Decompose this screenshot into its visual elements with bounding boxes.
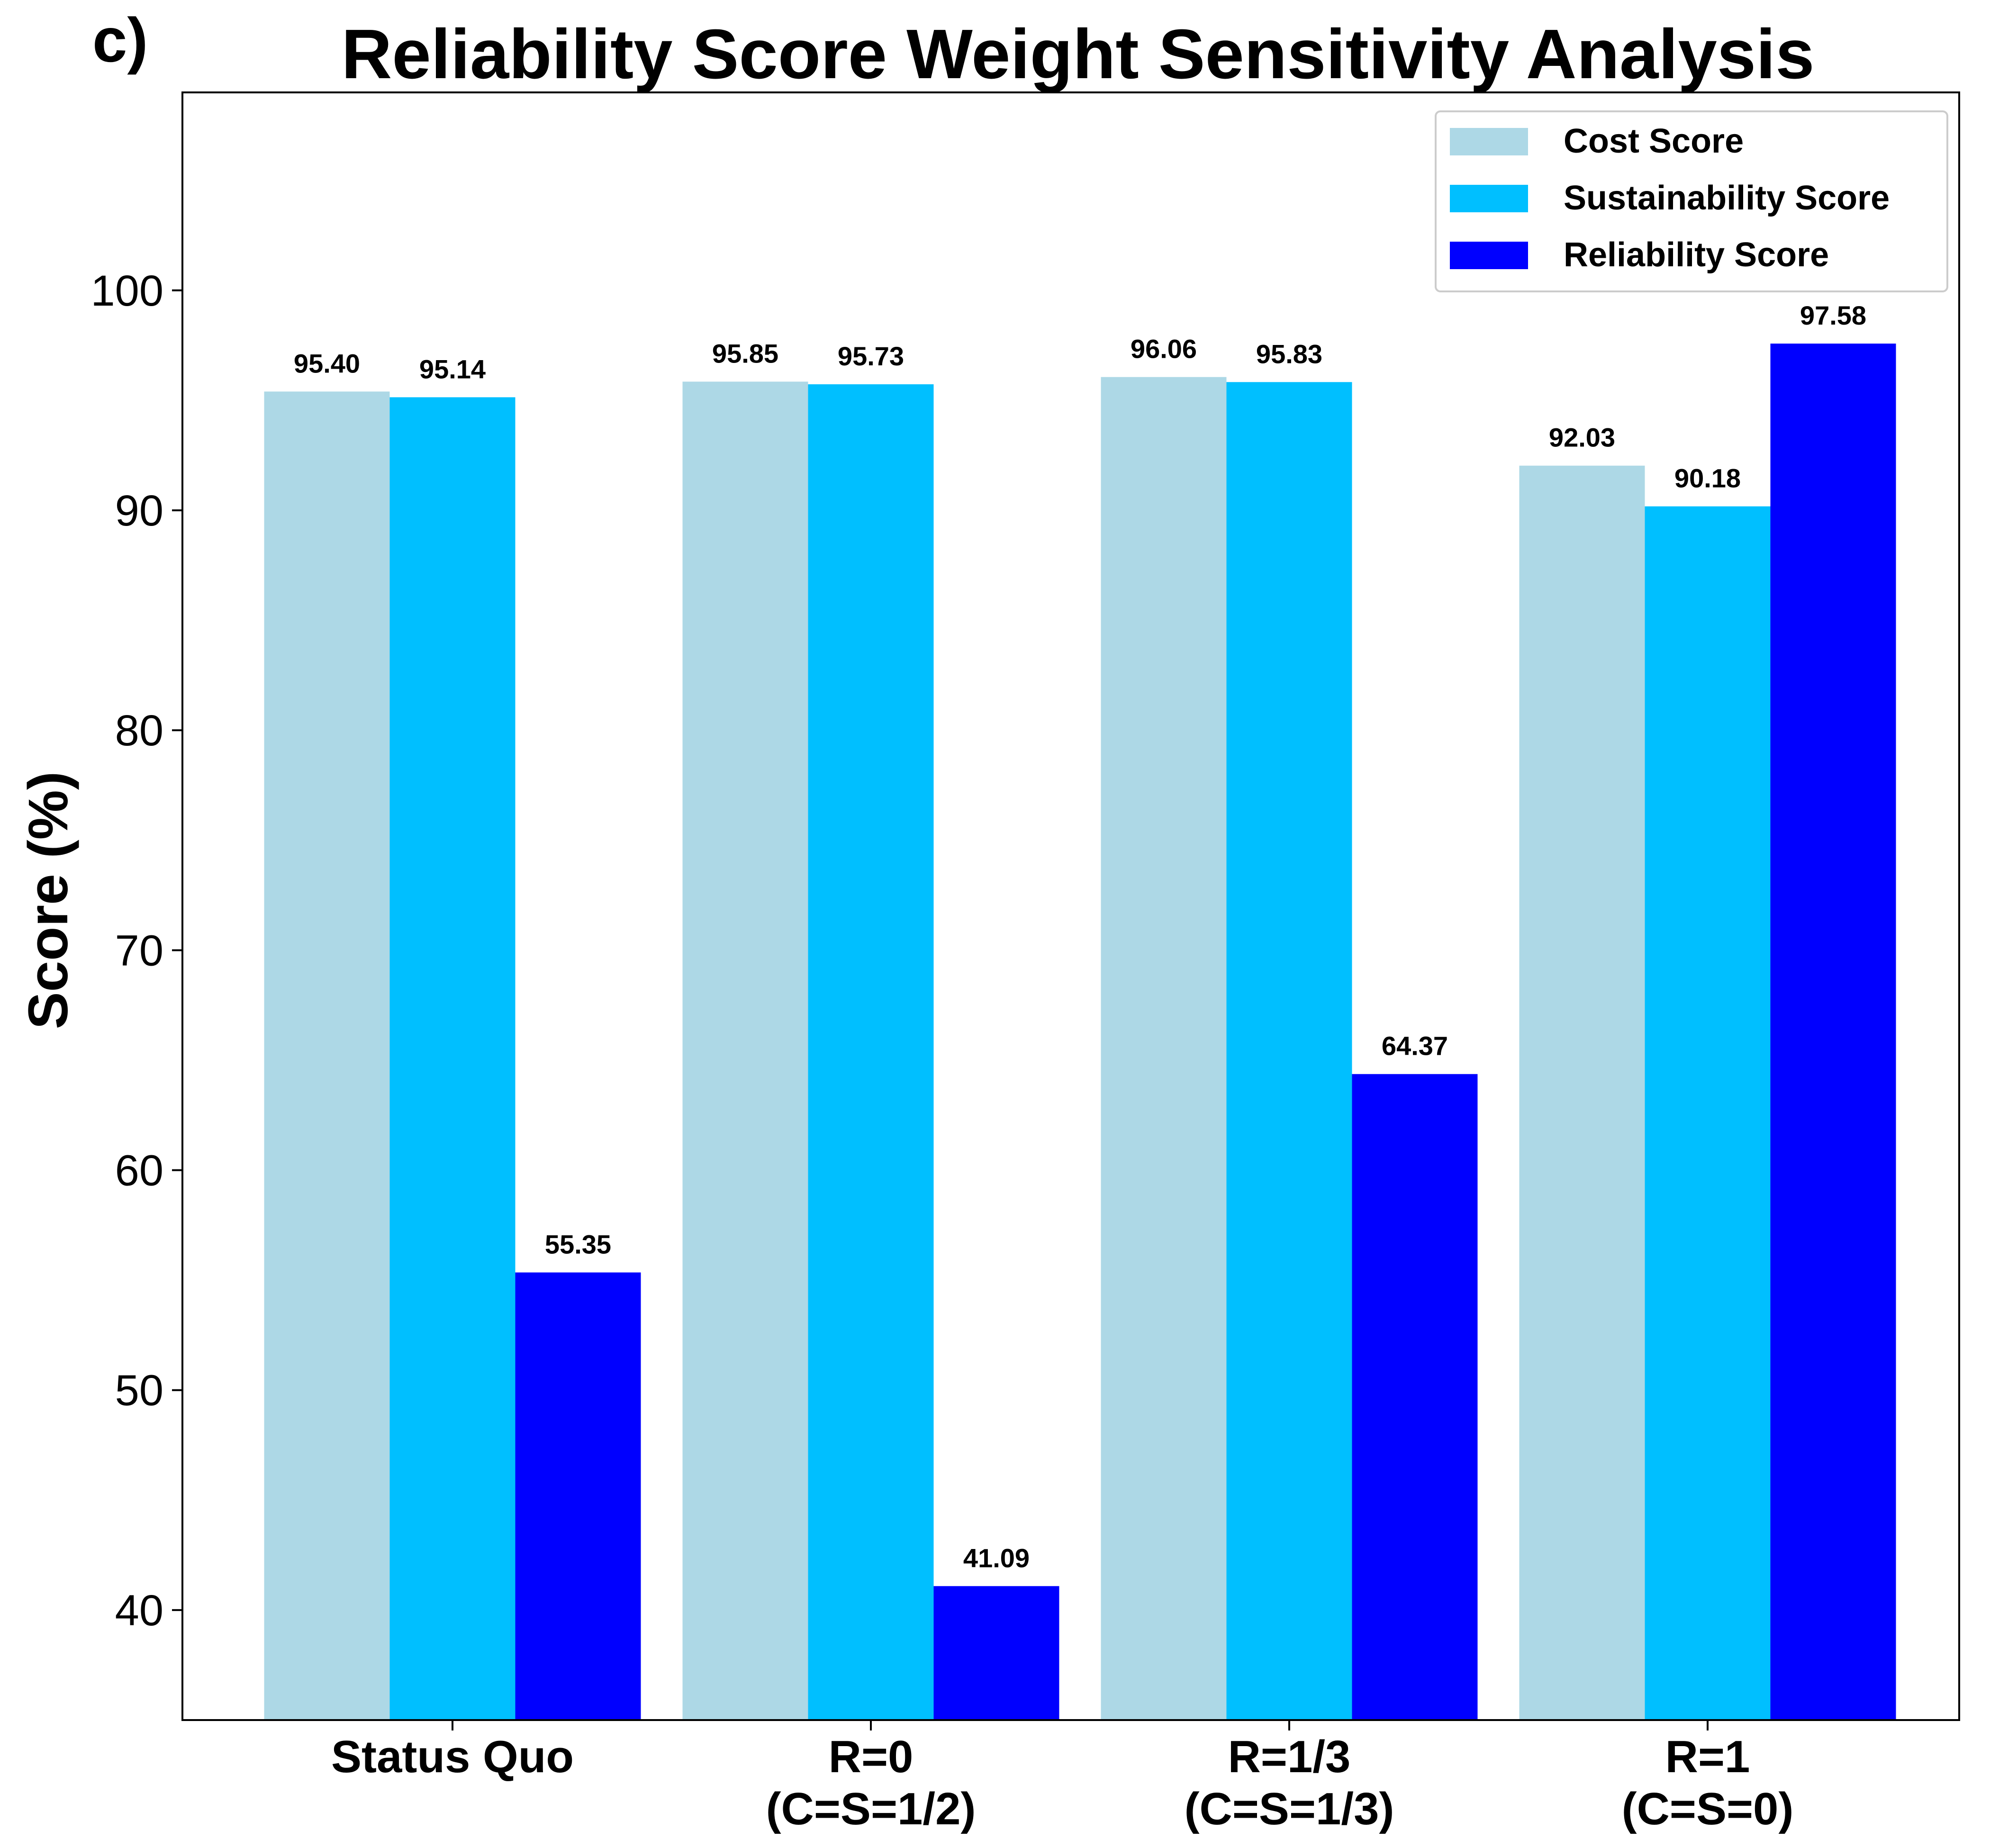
- x-tick-label: R=0: [829, 1731, 914, 1782]
- bar-value-label: 95.14: [419, 354, 486, 384]
- chart-title: Reliability Score Weight Sensitivity Ana…: [341, 15, 1814, 93]
- y-tick-label: 80: [115, 707, 163, 755]
- bar-value-label: 41.09: [963, 1543, 1030, 1573]
- bar-value-label: 90.18: [1674, 463, 1741, 493]
- axes-frame: [181, 91, 1960, 1721]
- legend-entry-label: Sustainability Score: [1564, 179, 1890, 217]
- bar: [264, 391, 390, 1720]
- bar-value-label: 97.58: [1800, 300, 1866, 330]
- y-axis-label: Score (%): [17, 771, 80, 1029]
- bar-value-label: 96.06: [1131, 334, 1197, 364]
- bar: [1519, 465, 1645, 1721]
- y-tick-label: 40: [115, 1586, 163, 1635]
- legend-swatch: [1450, 185, 1528, 212]
- x-tick-label: R=1: [1665, 1731, 1750, 1782]
- y-tick-label: 50: [115, 1367, 163, 1415]
- bar: [389, 397, 516, 1720]
- legend-entry-label: Cost Score: [1564, 122, 1744, 160]
- bar-value-label: 64.37: [1382, 1031, 1448, 1061]
- bar: [933, 1586, 1059, 1720]
- bar: [1101, 377, 1227, 1720]
- bar: [1645, 506, 1771, 1720]
- legend-box: [1435, 110, 1948, 292]
- bar: [808, 384, 934, 1721]
- bar-value-label: 95.73: [838, 341, 904, 371]
- x-tick-label: (C=S=1/3): [1185, 1784, 1394, 1834]
- bar: [1226, 382, 1352, 1720]
- bar-value-label: 95.40: [294, 348, 360, 378]
- legend-swatch: [1450, 242, 1528, 269]
- x-tick-label: (C=S=1/2): [766, 1784, 976, 1834]
- x-tick-label: Status Quo: [331, 1731, 574, 1782]
- x-tick-label: (C=S=0): [1622, 1784, 1794, 1834]
- bar-value-label: 95.85: [712, 338, 778, 368]
- bar-value-label: 95.83: [1256, 339, 1322, 369]
- plot-area: 95.40 95.85 96.06 92.03 95.14 95.73 95.83 90.18…: [91, 91, 1960, 1834]
- legend-entry-label: Reliability Score: [1564, 236, 1829, 274]
- x-tick-label: R=1/3: [1228, 1731, 1351, 1782]
- bar-value-label: 92.03: [1549, 423, 1615, 453]
- legend: Cost Score Sustainability Score Reliabilit…: [1435, 110, 1948, 292]
- y-tick-label: 90: [115, 487, 163, 535]
- panel-label: c): [92, 5, 148, 75]
- y-tick-label: 100: [91, 267, 164, 315]
- bar: [1352, 1074, 1478, 1720]
- y-tick-label: 70: [115, 926, 163, 975]
- bar: [682, 381, 808, 1721]
- bar-value-label: 55.35: [545, 1229, 611, 1259]
- bar: [515, 1272, 641, 1720]
- legend-swatch: [1450, 128, 1528, 155]
- y-tick-label: 60: [115, 1147, 163, 1195]
- bar: [1770, 344, 1896, 1721]
